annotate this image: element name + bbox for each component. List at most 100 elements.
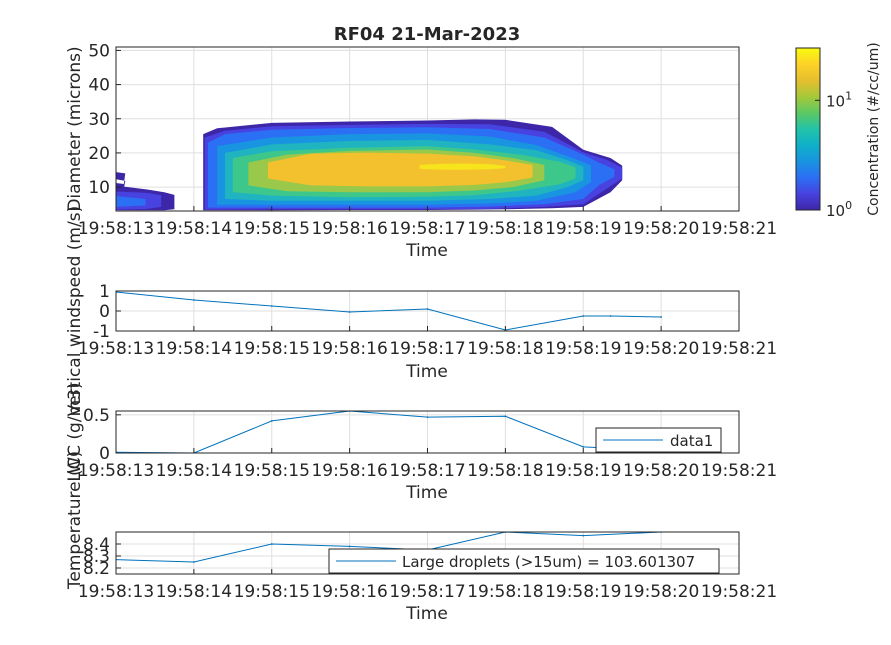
data-point xyxy=(582,315,585,317)
y-tick-label: 8.3 xyxy=(83,547,110,567)
colorbar-ticks: 100 101 xyxy=(815,89,852,220)
data-point xyxy=(426,416,429,418)
colorbar-label: Concentration (#/cc/um) xyxy=(866,42,882,215)
x-tick-label: 19:58:13 xyxy=(78,582,154,602)
x-tick-label: 19:58:15 xyxy=(234,219,310,239)
data-point xyxy=(504,415,507,418)
legend: data1 xyxy=(595,427,722,453)
contour-region-level-9 xyxy=(419,163,506,170)
y-tick-label: 50 xyxy=(88,41,110,61)
x-tick-label: 19:58:21 xyxy=(701,461,777,481)
x-tick-label: 19:58:16 xyxy=(311,219,387,239)
series-lines xyxy=(116,532,662,563)
x-tick-label: 19:58:14 xyxy=(156,582,232,602)
x-tick-label: 19:58:21 xyxy=(701,219,777,239)
x-tick-label: 19:58:20 xyxy=(623,339,699,359)
y-tick-label: 0 xyxy=(99,444,110,464)
colorbar-tick-label: 100 xyxy=(826,199,852,220)
x-tick-label: 19:58:20 xyxy=(623,582,699,602)
data-point xyxy=(582,534,585,537)
x-tick-label: 19:58:15 xyxy=(234,582,310,602)
x-tick-label: 19:58:15 xyxy=(234,339,310,359)
y-tick-label: 0.5 xyxy=(83,406,110,426)
x-tick-label: 19:58:19 xyxy=(545,339,621,359)
contour-region-level-3 xyxy=(116,196,146,207)
y-tick-label: 8.2 xyxy=(83,559,110,579)
x-tick-label: 19:58:17 xyxy=(389,582,465,602)
data-point xyxy=(609,315,612,317)
y-tick-label: 0 xyxy=(99,302,110,322)
figure-title: RF04 21-Mar-2023 xyxy=(334,24,521,45)
x-tick-label: 19:58:21 xyxy=(701,339,777,359)
data-point xyxy=(348,311,351,313)
contour-fills xyxy=(116,119,623,211)
x-axis-label: Time xyxy=(405,483,448,503)
x-tick-label: 19:58:13 xyxy=(78,339,154,359)
colorbar-tick-label: 101 xyxy=(826,89,852,110)
series-line xyxy=(116,532,662,563)
colorbar: 100 101 Concentration (#/cc/um) xyxy=(795,42,882,220)
x-ticks: 19:58:13 19:58:14 19:58:15 19:58:16 19:58:17… xyxy=(78,448,777,481)
x-tick-label: 19:58:16 xyxy=(311,339,387,359)
y-ticks: 8.28.38.4 xyxy=(83,535,121,579)
colorbar-strip xyxy=(795,47,821,211)
contour-region-level-1 xyxy=(116,172,126,189)
data-point xyxy=(426,308,429,310)
temperature-panel: 8.28.38.4 19:58:13 19:58:14 19:58:15 19:58:… xyxy=(65,451,777,624)
x-tick-label: 19:58:20 xyxy=(623,461,699,481)
x-tick-label: 19:58:20 xyxy=(623,219,699,239)
data-point xyxy=(193,299,195,301)
y-tick-label: 1 xyxy=(99,282,110,302)
y-axis-label: Temperature (C) xyxy=(65,451,85,590)
x-tick-label: 19:58:18 xyxy=(467,339,543,359)
y-tick-label: 30 xyxy=(88,110,110,130)
y-ticks: 10 20 30 40 50 xyxy=(88,41,121,198)
x-tick-label: 19:58:18 xyxy=(467,582,543,602)
legend: Large droplets (>15um) = 103.601307 xyxy=(328,548,720,574)
x-ticks: 19:58:13 19:58:14 19:58:15 19:58:16 19:58:17… xyxy=(78,569,777,602)
y-tick-label: 40 xyxy=(88,76,110,96)
y-tick-label: 10 xyxy=(88,178,110,198)
x-ticks: 19:58:13 19:58:14 19:58:15 19:58:16 19:58:17… xyxy=(78,206,777,239)
x-tick-label: 19:58:14 xyxy=(156,461,232,481)
data-point xyxy=(582,446,585,448)
x-ticks: 19:58:13 19:58:14 19:58:15 19:58:16 19:58:17… xyxy=(78,326,777,359)
lwc-panel: 00.5 19:58:13 19:58:14 19:58:15 19:58:16 19:… xyxy=(65,382,777,503)
x-tick-label: 19:58:17 xyxy=(389,461,465,481)
data-point xyxy=(348,545,351,548)
y-tick-label: -1 xyxy=(93,322,110,342)
data-point xyxy=(193,561,195,563)
y-axis-label: LWC (g/m3) xyxy=(65,382,85,481)
y-ticks: -101 xyxy=(93,282,121,342)
x-tick-label: 19:58:14 xyxy=(156,219,232,239)
x-tick-label: 19:58:14 xyxy=(156,339,232,359)
x-tick-label: 19:58:16 xyxy=(311,461,387,481)
data-point xyxy=(660,316,662,318)
x-tick-label: 19:58:19 xyxy=(545,219,621,239)
x-tick-label: 19:58:17 xyxy=(389,339,465,359)
x-tick-label: 19:58:18 xyxy=(467,219,543,239)
y-axis-label: Diameter (microns) xyxy=(65,46,85,211)
x-tick-label: 19:58:21 xyxy=(701,582,777,602)
x-axis-label: Time xyxy=(405,241,448,261)
y-ticks: 00.5 xyxy=(83,406,121,464)
x-tick-label: 19:58:19 xyxy=(545,582,621,602)
data-point xyxy=(270,543,273,545)
y-axis-label: Vertical windspeed (m/s) xyxy=(65,206,85,416)
x-axis-label: Time xyxy=(405,604,448,624)
data-point xyxy=(270,420,273,422)
legend-entry: data1 xyxy=(670,432,713,450)
x-axis-label: Time xyxy=(405,362,448,382)
x-tick-label: 19:58:15 xyxy=(234,461,310,481)
y-tick-label: 20 xyxy=(88,144,110,164)
legend-entry: Large droplets (>15um) = 103.601307 xyxy=(402,553,695,571)
x-tick-label: 19:58:13 xyxy=(78,219,154,239)
data-point xyxy=(270,305,273,307)
y-tick-label: 8.4 xyxy=(83,535,110,555)
x-tick-label: 19:58:16 xyxy=(311,582,387,602)
vertical-windspeed-panel: -101 19:58:13 19:58:14 19:58:15 19:58:16 19:… xyxy=(65,206,777,416)
x-tick-label: 19:58:13 xyxy=(78,461,154,481)
contour-region-level-8 xyxy=(267,152,533,187)
